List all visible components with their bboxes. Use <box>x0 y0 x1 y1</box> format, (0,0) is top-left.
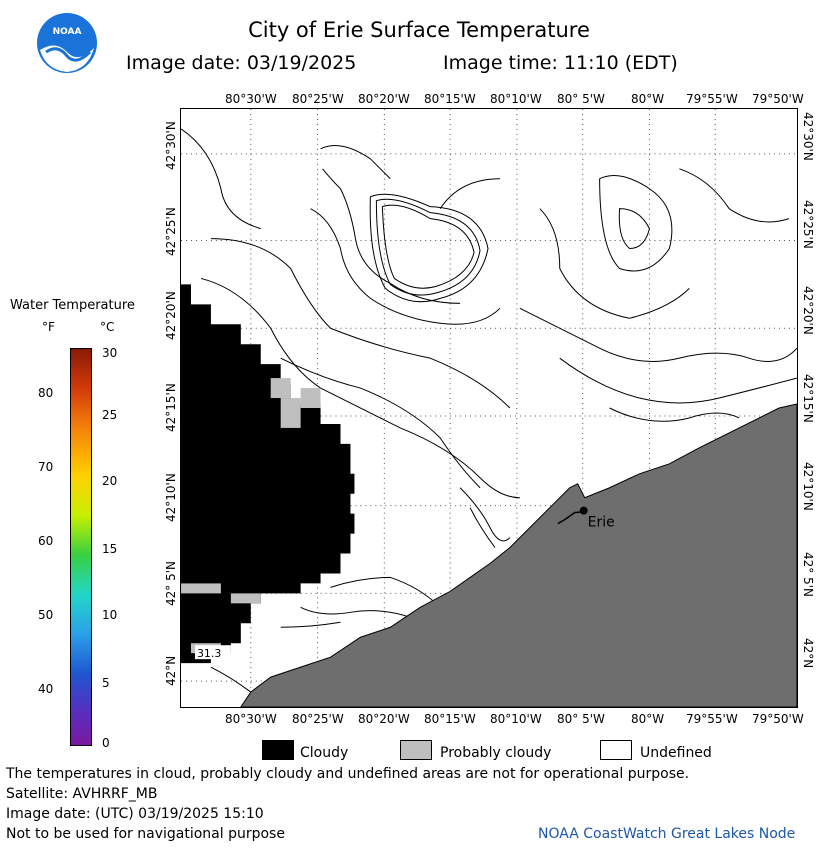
probably-cloudy-region <box>181 378 321 654</box>
temperature-value-label: 31.3 <box>197 647 221 660</box>
lat-label-right: 42°10'N <box>801 462 815 511</box>
lon-label-top: 80°15'W <box>424 92 476 106</box>
lat-label-left: 42°25'N <box>164 207 178 256</box>
cloudy-label: Cloudy <box>300 745 349 761</box>
isotherm-contours <box>181 128 797 693</box>
legend-f-tick: 50 <box>38 608 54 622</box>
lat-label-right: 42°20'N <box>801 286 815 335</box>
legend-unit-c: °C <box>100 320 115 334</box>
lat-label-right: 42°15'N <box>801 374 815 423</box>
page-title: City of Erie Surface Temperature <box>248 18 590 42</box>
lon-label-top: 79°55'W <box>686 92 738 106</box>
lon-label-top: 80°10'W <box>490 92 542 106</box>
undefined-swatch <box>600 740 632 760</box>
probably-cloudy-swatch <box>400 740 432 760</box>
probably-cloudy-label: Probably cloudy <box>440 745 552 761</box>
legend-f-tick: 70 <box>38 460 54 474</box>
cloudy-swatch <box>262 740 294 760</box>
erie-peninsula <box>557 510 585 525</box>
image-date: Image date: 03/19/2025 <box>126 52 357 74</box>
land-region <box>240 403 797 707</box>
cloudy-region <box>181 284 355 664</box>
legend-c-tick: 5 <box>102 676 110 690</box>
lat-label-left: 42°20'N <box>164 291 178 340</box>
lat-label-right: 42°30'N <box>801 112 815 161</box>
lon-label-top: 80°20'W <box>358 92 410 106</box>
lat-label-right: 42° 5'N <box>801 552 815 597</box>
legend-f-tick: 60 <box>38 534 54 548</box>
image-time: Image time: 11:10 (EDT) <box>443 52 678 74</box>
lon-label-bottom: 80° 5'W <box>557 712 605 726</box>
lon-label-top: 79°50'W <box>752 92 804 106</box>
legend-c-tick: 15 <box>102 542 118 556</box>
legend-c-tick: 30 <box>102 346 118 360</box>
noaa-logo: NOAA <box>37 13 97 73</box>
erie-city-marker <box>579 506 588 515</box>
lon-label-bottom: 80°15'W <box>424 712 476 726</box>
lon-label-top: 80° 5'W <box>557 92 605 106</box>
lon-label-bottom: 80°10'W <box>490 712 542 726</box>
satellite-text: Satellite: AVHRRF_MB <box>6 786 158 802</box>
lon-label-bottom: 79°55'W <box>686 712 738 726</box>
temperature-colorbar <box>70 348 92 746</box>
lon-label-bottom: 80°W <box>631 712 665 726</box>
lon-label-top: 80°30'W <box>225 92 277 106</box>
lat-label-left: 42°10'N <box>164 473 178 522</box>
lat-label-left: 42°30'N <box>164 121 178 170</box>
legend-f-tick: 80 <box>38 386 54 400</box>
temperature-map: Erie 31.3 <box>180 108 798 708</box>
utc-date-text: Image date: (UTC) 03/19/2025 15:10 <box>6 806 264 822</box>
undefined-label: Undefined <box>640 745 712 761</box>
lon-label-top: 80°25'W <box>292 92 344 106</box>
lon-label-top: 80°W <box>631 92 665 106</box>
lat-label-right: 42°N <box>801 638 815 669</box>
lat-label-left: 42°N <box>164 655 178 686</box>
lat-label-left: 42° 5'N <box>164 561 178 606</box>
lon-label-bottom: 80°25'W <box>292 712 344 726</box>
lat-label-right: 42°25'N <box>801 200 815 249</box>
erie-city-label: Erie <box>588 515 615 531</box>
svg-text:NOAA: NOAA <box>53 27 82 37</box>
legend-c-tick: 25 <box>102 408 118 422</box>
lon-label-bottom: 80°20'W <box>358 712 410 726</box>
legend-c-tick: 20 <box>102 474 118 488</box>
legend-c-tick: 0 <box>102 736 110 750</box>
disclaimer-text: The temperatures in cloud, probably clou… <box>6 766 690 782</box>
legend-unit-f: °F <box>42 320 55 334</box>
lat-label-left: 42°15'N <box>164 383 178 432</box>
credit-text: NOAA CoastWatch Great Lakes Node <box>538 826 796 842</box>
legend-c-tick: 10 <box>102 608 118 622</box>
lon-label-bottom: 80°30'W <box>225 712 277 726</box>
nav-warning-text: Not to be used for navigational purpose <box>6 826 285 842</box>
legend-title: Water Temperature <box>10 298 135 313</box>
legend-f-tick: 40 <box>38 682 54 696</box>
lon-label-bottom: 79°50'W <box>752 712 804 726</box>
